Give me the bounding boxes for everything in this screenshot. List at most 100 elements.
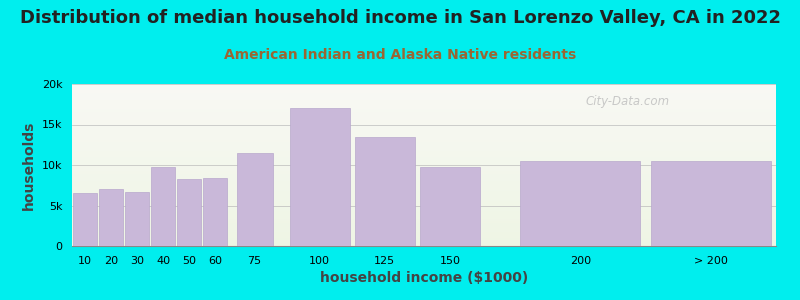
Bar xyxy=(72,146,776,147)
Bar xyxy=(72,169,776,170)
Bar xyxy=(72,198,776,199)
Bar xyxy=(72,168,776,169)
Bar xyxy=(72,221,776,222)
Bar xyxy=(72,183,776,184)
Bar xyxy=(72,141,776,142)
Bar xyxy=(72,197,776,198)
Bar xyxy=(72,133,776,134)
Bar xyxy=(72,135,776,136)
Bar xyxy=(72,148,776,149)
Bar xyxy=(72,137,776,138)
Bar xyxy=(72,118,776,119)
Bar xyxy=(72,120,776,121)
Bar xyxy=(72,164,776,165)
Bar xyxy=(99,189,123,246)
Bar xyxy=(72,244,776,245)
Bar xyxy=(72,236,776,237)
Bar xyxy=(72,85,776,86)
Bar xyxy=(72,89,776,90)
Bar xyxy=(72,212,776,213)
Bar xyxy=(72,178,776,179)
Bar xyxy=(72,108,776,109)
Bar xyxy=(72,162,776,163)
Bar xyxy=(72,103,776,104)
Bar xyxy=(72,193,776,194)
Bar xyxy=(72,223,776,224)
Bar xyxy=(72,154,776,155)
Bar xyxy=(72,91,776,92)
Bar xyxy=(72,199,776,200)
Bar xyxy=(72,201,776,202)
Bar xyxy=(72,184,776,185)
Bar xyxy=(72,209,776,210)
Bar xyxy=(355,137,415,246)
Bar xyxy=(72,238,776,239)
Bar xyxy=(72,220,776,221)
Bar xyxy=(72,160,776,161)
Bar xyxy=(72,196,776,197)
Bar xyxy=(72,192,776,193)
Bar xyxy=(72,176,776,177)
Bar xyxy=(72,227,776,228)
Bar xyxy=(72,142,776,143)
Bar xyxy=(72,214,776,215)
Bar xyxy=(151,167,175,246)
Bar xyxy=(72,188,776,189)
Bar xyxy=(72,190,776,191)
Bar xyxy=(72,99,776,100)
Bar xyxy=(72,157,776,158)
Bar xyxy=(72,138,776,139)
Text: City-Data.com: City-Data.com xyxy=(586,95,670,108)
Bar xyxy=(203,178,227,246)
Bar xyxy=(72,175,776,176)
Bar xyxy=(72,232,776,233)
Bar xyxy=(72,127,776,128)
Bar xyxy=(72,207,776,208)
Bar xyxy=(72,219,776,220)
Bar xyxy=(72,180,776,181)
Bar xyxy=(125,192,149,246)
Bar xyxy=(72,241,776,242)
Bar xyxy=(72,151,776,152)
Bar xyxy=(72,150,776,151)
Text: Distribution of median household income in San Lorenzo Valley, CA in 2022: Distribution of median household income … xyxy=(19,9,781,27)
Bar xyxy=(72,173,776,174)
Bar xyxy=(72,130,776,131)
Bar xyxy=(72,239,776,240)
Bar xyxy=(72,147,776,148)
Bar xyxy=(72,96,776,97)
Bar xyxy=(72,167,776,168)
Bar xyxy=(72,97,776,98)
Bar xyxy=(72,143,776,144)
Bar xyxy=(72,243,776,244)
Bar xyxy=(72,106,776,107)
Bar xyxy=(72,102,776,103)
Bar xyxy=(72,122,776,123)
Bar xyxy=(72,116,776,117)
Bar xyxy=(72,163,776,164)
Bar xyxy=(521,161,641,246)
Bar xyxy=(72,210,776,211)
Bar xyxy=(72,158,776,159)
Bar xyxy=(72,174,776,175)
Bar xyxy=(72,159,776,160)
Bar xyxy=(72,187,776,188)
Bar xyxy=(72,171,776,172)
Bar xyxy=(72,161,776,162)
Bar xyxy=(72,87,776,88)
Bar xyxy=(72,90,776,91)
X-axis label: household income ($1000): household income ($1000) xyxy=(320,271,528,285)
Bar xyxy=(72,84,776,85)
Bar xyxy=(72,203,776,204)
Bar xyxy=(72,100,776,101)
Bar xyxy=(72,88,776,89)
Bar xyxy=(72,225,776,226)
Bar xyxy=(72,139,776,140)
Bar xyxy=(72,149,776,150)
Bar xyxy=(72,204,776,205)
Bar xyxy=(72,231,776,232)
Bar xyxy=(72,200,776,201)
Bar xyxy=(72,216,776,217)
Bar xyxy=(72,114,776,115)
Bar xyxy=(72,226,776,227)
